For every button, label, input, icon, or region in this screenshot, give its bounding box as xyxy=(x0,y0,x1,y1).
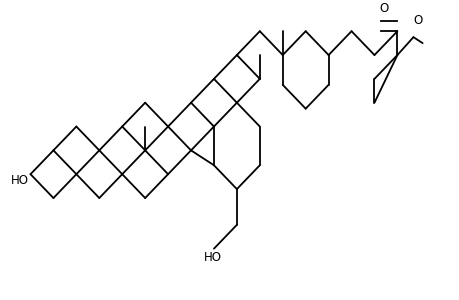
Text: O: O xyxy=(413,14,422,27)
Text: HO: HO xyxy=(11,174,29,187)
Text: HO: HO xyxy=(204,251,222,264)
Text: O: O xyxy=(378,2,387,15)
